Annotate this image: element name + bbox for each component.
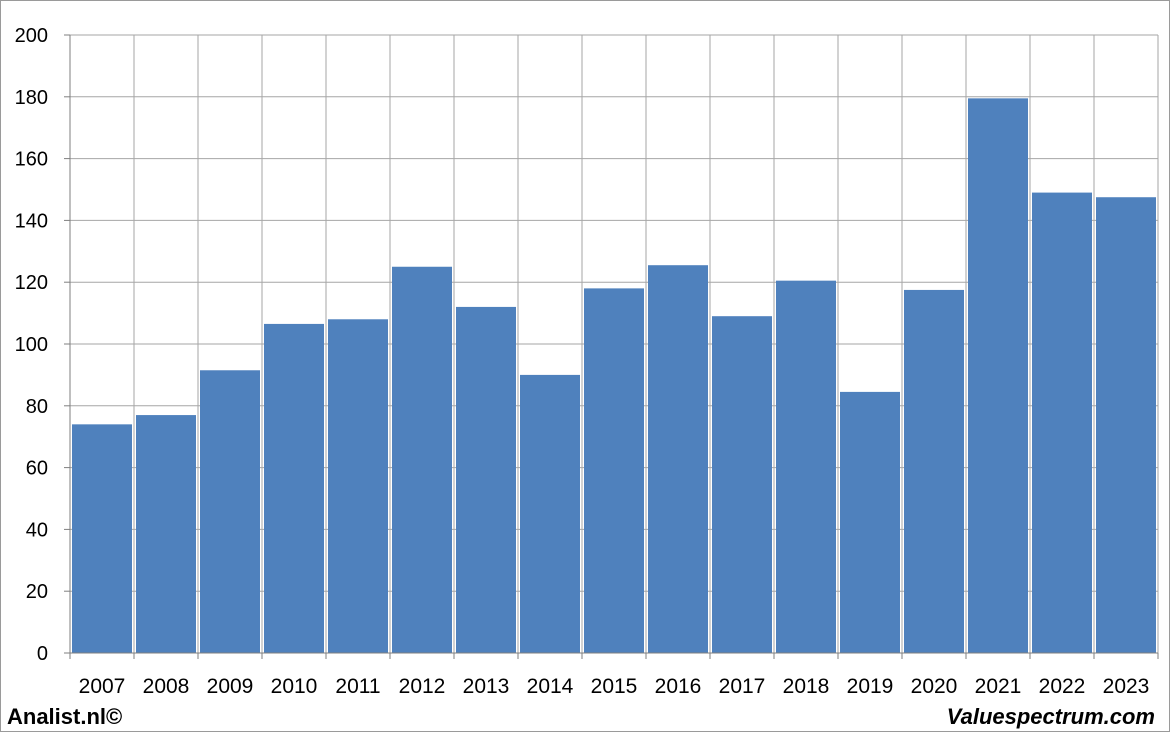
y-tick-label: 0 — [37, 643, 48, 665]
bar-2015 — [584, 288, 644, 653]
x-tick-label: 2013 — [463, 675, 510, 698]
bar-2011 — [328, 319, 388, 653]
x-tick-label: 2012 — [399, 675, 446, 698]
x-tick-label: 2014 — [527, 675, 574, 698]
x-tick-label: 2019 — [847, 675, 894, 698]
bar-2016 — [648, 265, 708, 653]
y-tick-label: 160 — [15, 149, 48, 171]
y-tick-label: 40 — [26, 519, 48, 541]
x-tick-label: 2020 — [911, 675, 958, 698]
footer-copyright: Analist.nl© — [7, 704, 123, 729]
y-tick-label: 200 — [15, 25, 48, 47]
bar-2017 — [712, 316, 772, 653]
x-tick-label: 2017 — [719, 675, 766, 698]
x-tick-label: 2011 — [335, 675, 380, 698]
bar-2021 — [968, 98, 1028, 654]
bar-2020 — [904, 289, 964, 653]
bar-2019 — [840, 391, 900, 653]
bar-2013 — [456, 306, 516, 653]
y-tick-label: 100 — [15, 334, 48, 356]
x-tick-label: 2015 — [591, 675, 638, 698]
y-tick-label: 20 — [26, 581, 48, 603]
y-tick-label: 120 — [15, 272, 48, 294]
bar-2009 — [200, 370, 260, 653]
x-tick-label: 2021 — [975, 675, 1022, 698]
bar-2010 — [264, 323, 324, 653]
x-tick-label: 2007 — [79, 675, 126, 698]
bar-chart: 0 20 40 60 80 100 120 140 160 180 200 2007 2008 2009 2… — [15, 25, 1159, 698]
bar-2018 — [776, 280, 836, 653]
x-tick-label: 2008 — [143, 675, 190, 698]
y-tick-label: 180 — [15, 87, 48, 109]
x-tick-label: 2009 — [207, 675, 254, 698]
y-tick-label: 140 — [15, 210, 48, 232]
x-tick-label: 2022 — [1039, 675, 1086, 698]
x-tick-label: 2018 — [783, 675, 830, 698]
x-tick-label: 2023 — [1103, 675, 1150, 698]
x-tick-label: 2016 — [655, 675, 702, 698]
bar-2008 — [136, 415, 196, 653]
x-tick-label: 2010 — [271, 675, 318, 698]
y-tick-label: 80 — [26, 396, 48, 418]
y-tick-label: 60 — [26, 458, 48, 480]
bar-2023 — [1096, 197, 1156, 653]
bar-2012 — [392, 266, 452, 653]
footer-source: Valuespectrum.com — [946, 704, 1155, 729]
bar-2007 — [72, 424, 132, 653]
bar-2014 — [520, 374, 580, 653]
bar-2022 — [1032, 192, 1092, 653]
